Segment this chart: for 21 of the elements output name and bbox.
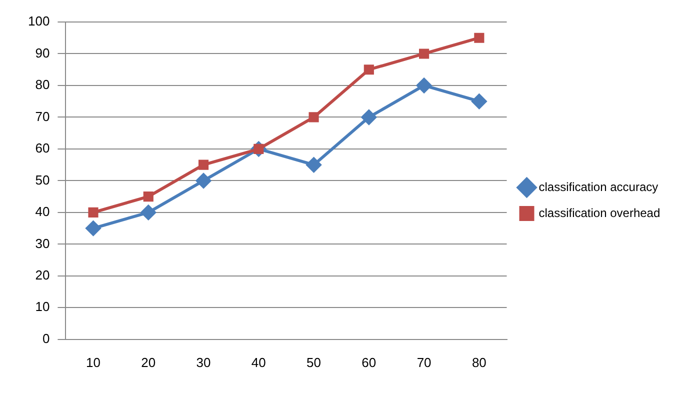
legend-label: classification overhead — [538, 206, 660, 220]
y-tick-label: 90 — [35, 45, 50, 60]
y-tick-label: 30 — [35, 236, 50, 251]
x-tick-label: 60 — [362, 354, 376, 370]
y-tick-label: 100 — [28, 14, 50, 29]
y-tick-label: 60 — [35, 140, 50, 156]
y-tick-label: 80 — [35, 77, 50, 92]
x-tick-label: 20 — [141, 354, 156, 370]
legend-label: classification accuracy — [538, 180, 658, 194]
x-tick-label: 70 — [416, 354, 432, 370]
y-tick-label: 70 — [35, 108, 50, 124]
y-tick-label: 10 — [35, 299, 50, 314]
y-tick-label: 40 — [35, 204, 50, 220]
x-tick-label: 40 — [251, 354, 266, 370]
y-tick-label: 0 — [42, 330, 50, 346]
y-tick-label: 20 — [35, 268, 50, 282]
x-tick-label: 50 — [306, 354, 322, 370]
x-tick-label: 80 — [472, 354, 486, 370]
y-tick-label: 50 — [35, 172, 50, 188]
x-tick-label: 30 — [196, 354, 211, 370]
x-tick-label: 10 — [86, 354, 100, 370]
